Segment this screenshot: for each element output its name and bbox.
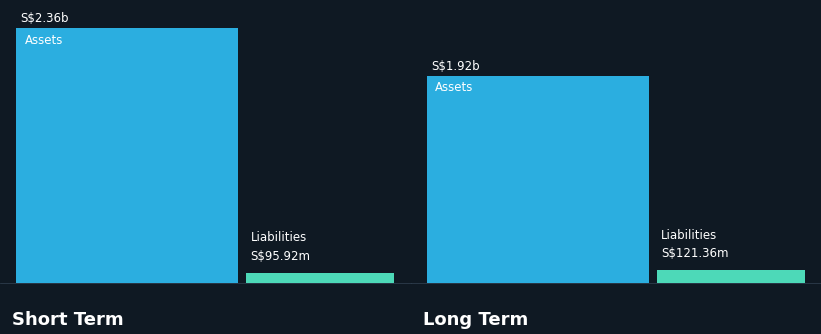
- Text: S$121.36m: S$121.36m: [661, 247, 728, 260]
- Bar: [246, 273, 394, 283]
- Text: Short Term: Short Term: [12, 311, 124, 329]
- Text: Liabilities: Liabilities: [661, 229, 718, 241]
- Text: S$95.92m: S$95.92m: [250, 250, 310, 263]
- Bar: [427, 76, 649, 283]
- Text: Assets: Assets: [25, 34, 63, 47]
- Text: S$1.92b: S$1.92b: [431, 60, 479, 73]
- Bar: [657, 270, 805, 283]
- Text: S$2.36b: S$2.36b: [21, 12, 69, 25]
- Bar: [16, 28, 238, 283]
- Text: Liabilities: Liabilities: [250, 231, 307, 244]
- Text: Assets: Assets: [435, 81, 474, 95]
- Text: Long Term: Long Term: [423, 311, 528, 329]
